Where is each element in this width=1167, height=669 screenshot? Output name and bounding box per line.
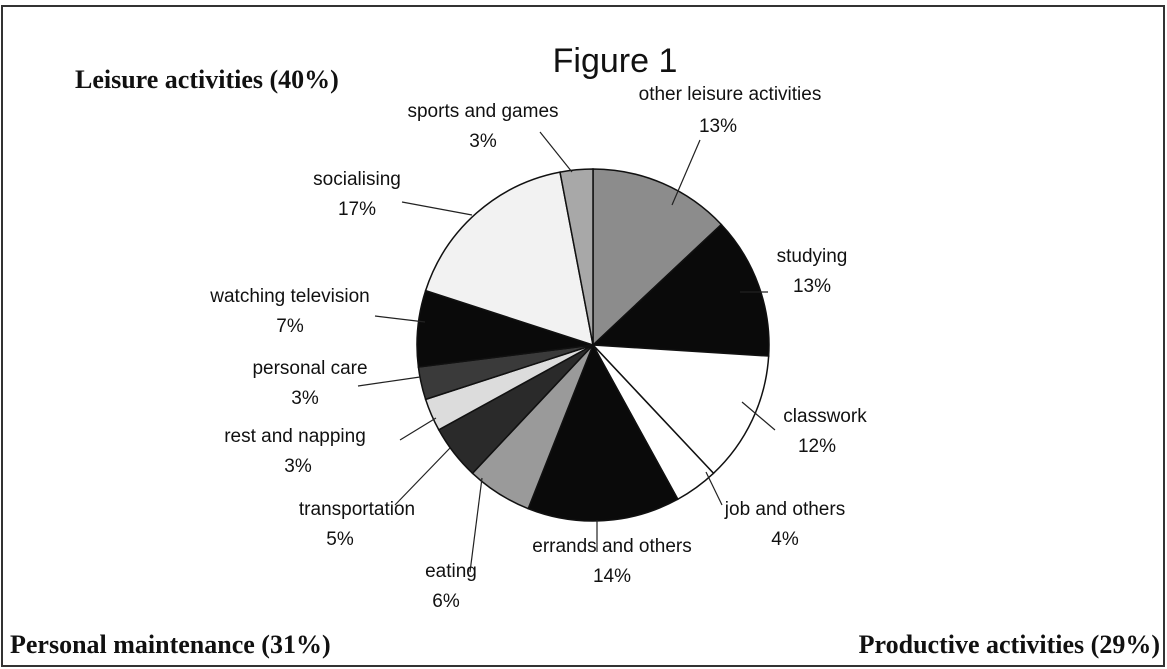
chart-title: Figure 1 bbox=[553, 42, 678, 80]
slice-label: socialising bbox=[313, 169, 401, 190]
pie-slice bbox=[591, 344, 770, 475]
pie-slice bbox=[591, 223, 770, 357]
leader-line bbox=[705, 471, 723, 506]
slice-value-label: 7% bbox=[276, 316, 304, 337]
leader-line bbox=[374, 315, 426, 323]
slice-value-label: 3% bbox=[291, 388, 319, 409]
leader-line bbox=[394, 447, 451, 506]
slice-value-label: 5% bbox=[326, 529, 354, 550]
pie-slice bbox=[424, 171, 594, 347]
slice-value-label: 6% bbox=[432, 591, 460, 612]
slice-value-label: 3% bbox=[284, 456, 312, 477]
leader-line bbox=[671, 139, 701, 206]
leader-line bbox=[469, 477, 483, 573]
leader-line bbox=[741, 401, 776, 431]
leader-line bbox=[539, 131, 573, 173]
pie-slice bbox=[592, 168, 723, 347]
frame bbox=[1, 5, 1165, 667]
group-label: Leisure activities (40%) bbox=[75, 65, 339, 94]
slice-label: personal care bbox=[252, 358, 367, 379]
slice-label: job and others bbox=[724, 499, 845, 520]
slice-label: watching television bbox=[209, 286, 369, 307]
slice-value-label: 3% bbox=[469, 131, 497, 152]
slice-value-label: 4% bbox=[771, 529, 799, 550]
slice-label: eating bbox=[425, 561, 477, 582]
slice-value-label: 17% bbox=[338, 199, 376, 220]
slice-value-label: 12% bbox=[798, 436, 836, 457]
leader-line bbox=[399, 417, 437, 441]
pie-slice bbox=[527, 343, 679, 522]
pie-slice bbox=[559, 168, 594, 346]
slice-value-label: 13% bbox=[699, 116, 737, 137]
slice-label: classwork bbox=[783, 406, 867, 427]
slice-label: rest and napping bbox=[224, 426, 366, 447]
slice-label: other leisure activities bbox=[639, 84, 822, 105]
group-label: Productive activities (29%) bbox=[859, 630, 1160, 659]
slice-value-label: 14% bbox=[593, 566, 631, 587]
slice-value-label: 13% bbox=[793, 276, 831, 297]
slice-label: studying bbox=[777, 246, 848, 267]
slice-label: sports and games bbox=[407, 101, 558, 122]
slice-label: errands and others bbox=[532, 536, 692, 557]
leader-line bbox=[357, 376, 421, 387]
slice-label: transportation bbox=[299, 499, 415, 520]
group-label: Personal maintenance (31%) bbox=[10, 630, 331, 659]
leader-line bbox=[401, 201, 473, 216]
